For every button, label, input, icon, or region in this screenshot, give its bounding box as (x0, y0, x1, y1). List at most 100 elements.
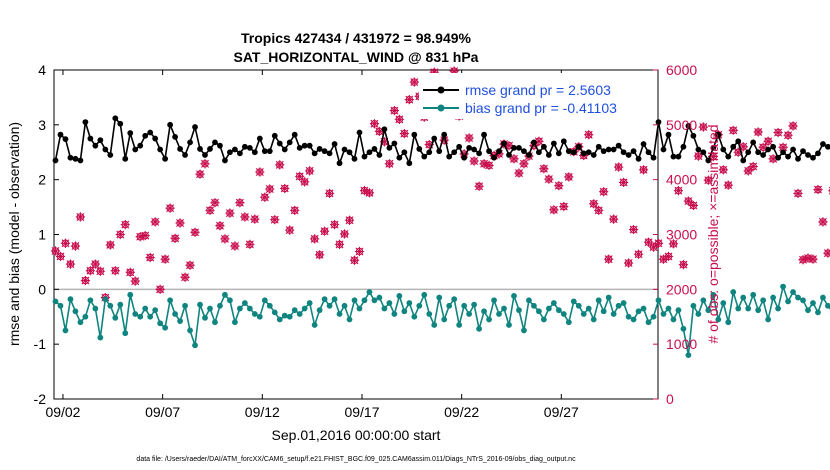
rmse-point (540, 143, 547, 150)
obs-assimilated-point (668, 239, 679, 249)
obs-assimilated-point (723, 180, 733, 190)
bias-point (361, 297, 368, 304)
obs-assimilated-point (55, 251, 66, 262)
rmse-point (122, 155, 129, 162)
y-right-tick-label: 0 (666, 391, 674, 407)
bias-point (456, 322, 463, 328)
x-tick-label: 09/22 (444, 404, 479, 420)
rmse-point (401, 149, 408, 156)
bias-point (207, 305, 213, 312)
bias-point (276, 316, 283, 323)
rmse-point (645, 149, 652, 156)
y-left-tick-label: -1 (34, 336, 47, 352)
rmse-point (162, 155, 169, 162)
obs-assimilated-point (738, 142, 748, 152)
rmse-point (590, 152, 597, 158)
rmse-point (695, 146, 702, 153)
obs-assimilated-point (808, 254, 818, 264)
rmse-point (775, 154, 782, 161)
obs-assimilated-point (693, 151, 703, 161)
obs-assimilated-point (773, 127, 783, 138)
obs-assimilated-point (584, 130, 594, 140)
obs-assimilated-point (589, 199, 599, 209)
rmse-point (266, 148, 273, 155)
bias-point (371, 297, 378, 304)
obs-assimilated-point (504, 141, 514, 151)
rmse-point (720, 146, 727, 153)
bias-point (635, 308, 642, 315)
obs-assimilated-point (718, 165, 728, 175)
rmse-point (441, 131, 448, 138)
bias-point (301, 305, 308, 312)
bias-point (187, 327, 193, 334)
rmse-point (705, 157, 712, 164)
rmse-point (545, 152, 552, 158)
obs-assimilated-point (125, 267, 135, 277)
obs-assimilated-point (160, 254, 170, 264)
rmse-point (585, 149, 592, 156)
obs-assimilated-point (230, 241, 240, 251)
bias-point (321, 296, 328, 303)
rmse-point (326, 150, 333, 157)
obs-assimilated-point (190, 227, 200, 237)
obs-assimilated-point (50, 246, 61, 256)
bias-point (625, 313, 632, 320)
rmse-point (142, 132, 149, 139)
rmse-point (451, 149, 458, 156)
obs-assimilated-point (364, 188, 375, 198)
bias-point (122, 330, 129, 337)
obs-assimilated-point (554, 181, 564, 191)
obs-assimilated-point (514, 168, 524, 178)
obs-assimilated-point (75, 212, 86, 222)
bias-point (516, 307, 522, 314)
obs-assimilated-point (384, 159, 394, 169)
bias-point (795, 294, 801, 301)
bias-point (102, 296, 109, 303)
y-right-tick-label: 1000 (666, 336, 697, 352)
rmse-point (92, 142, 99, 149)
rmse-point (670, 153, 677, 160)
bias-point (212, 319, 218, 326)
rmse-point (207, 146, 213, 152)
obs-assimilated-point (379, 137, 390, 147)
obs-assimilated-point (265, 184, 275, 194)
rmse-point (755, 149, 762, 156)
bias-point (645, 319, 652, 326)
bias-point (311, 322, 318, 328)
rmse-point (466, 144, 473, 151)
obs-assimilated-point (374, 126, 385, 137)
bias-point (575, 302, 582, 309)
rmse-point (351, 155, 358, 162)
rmse-point (376, 152, 383, 158)
obs-assimilated-point (145, 252, 155, 263)
rmse-point (246, 144, 253, 151)
bias-point (501, 305, 507, 312)
bias-point (810, 300, 816, 306)
rmse-point (795, 155, 801, 162)
rmse-point (72, 155, 79, 162)
chart-title-line1: Tropics 427434 / 431972 = 98.949% (241, 30, 472, 46)
rmse-point (256, 135, 263, 142)
obs-assimilated-point (758, 142, 768, 152)
rmse-point (356, 129, 363, 136)
obs-assimilated-point (469, 156, 479, 166)
bias-point (550, 300, 557, 306)
rmse-point (127, 130, 134, 136)
rmse-point (710, 144, 717, 151)
bias-point (675, 307, 682, 314)
y-right-tick-label: 6000 (666, 62, 697, 78)
bias-point (356, 305, 363, 312)
rmse-point (491, 154, 497, 161)
rmse-point (650, 154, 657, 161)
rmse-point (805, 152, 811, 158)
rmse-point (560, 138, 567, 145)
bias-point (695, 311, 702, 317)
bias-point (605, 294, 612, 301)
legend-bias-label: bias grand pr = -0.41103 (465, 100, 617, 116)
bias-point (451, 296, 458, 303)
obs-assimilated-point (683, 196, 693, 206)
bias-point (246, 305, 253, 312)
bias-point (535, 308, 542, 315)
obs-assimilated-point (200, 159, 210, 169)
rmse-point (675, 153, 682, 160)
